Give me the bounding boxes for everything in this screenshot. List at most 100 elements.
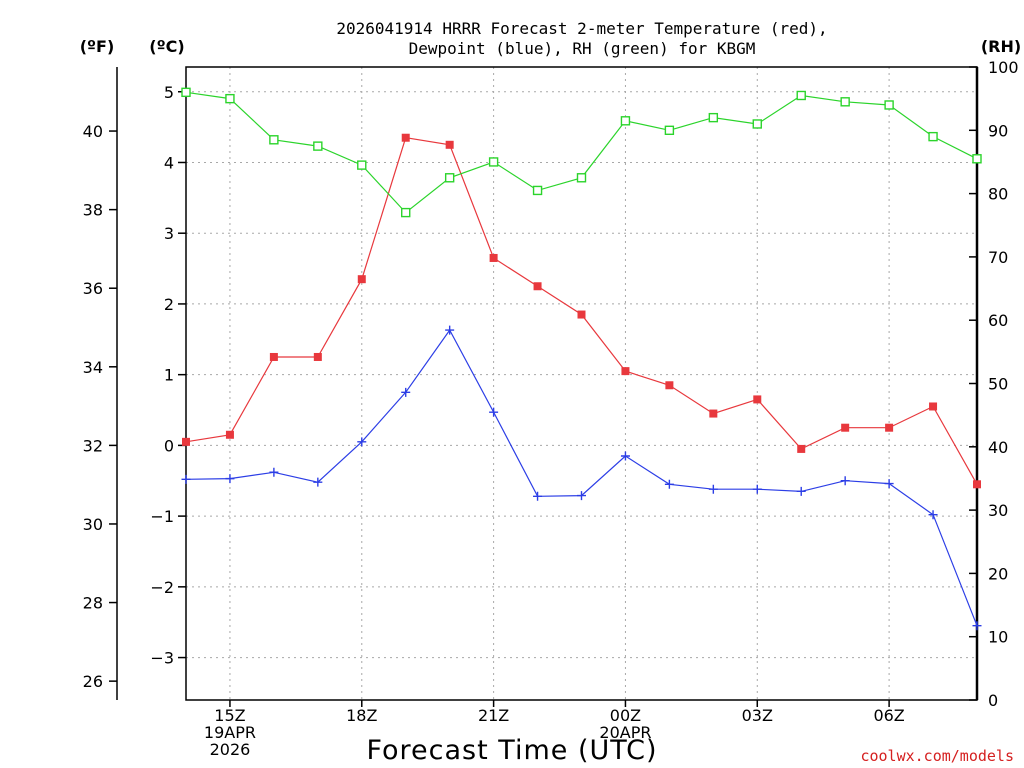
temperature-point — [357, 275, 366, 284]
rh-point — [928, 131, 938, 142]
rh-point — [884, 100, 894, 110]
rh-point — [576, 173, 587, 183]
temperature-point — [313, 352, 322, 361]
dewpoint-point — [445, 325, 455, 335]
rh-tick-label: 50 — [988, 375, 1008, 394]
dewpoint-point — [357, 437, 367, 447]
rh-line — [185, 91, 978, 214]
dewpoint-point — [269, 467, 279, 477]
celsius-tick-label: −1 — [150, 507, 174, 526]
time-tick-label: 21Z — [478, 706, 509, 725]
x-axis-label: Forecast Time (UTC) — [366, 735, 657, 766]
chart-title-line-1: 2026041914 HRRR Forecast 2-meter Tempera… — [336, 19, 827, 38]
fahrenheit-tick-label: 40 — [83, 122, 103, 141]
rh-point — [488, 157, 499, 167]
rh-tick-label: 30 — [988, 501, 1008, 520]
temperature-point — [225, 430, 234, 439]
celsius-tick-label: 5 — [164, 83, 174, 102]
time-tick-label: 2026 — [210, 740, 251, 759]
time-tick-label: 19APR — [204, 723, 256, 742]
dewpoint-point — [840, 476, 850, 486]
fahrenheit-axis: 40 38 36 34 32 30 28 26 — [83, 122, 117, 691]
rh-point — [357, 160, 367, 170]
rh-point — [444, 173, 455, 183]
fahrenheit-tick-label: 34 — [83, 358, 103, 377]
temperature-point — [753, 395, 762, 404]
temperature-point — [182, 437, 190, 446]
dewpoint-point — [489, 407, 499, 417]
dewpoint-point — [533, 491, 543, 501]
rh-point — [620, 116, 631, 126]
credit-text: coolwx.com/models — [860, 747, 1014, 765]
rh-tick-label: 0 — [988, 691, 998, 710]
rh-tick-label: 90 — [988, 121, 1008, 140]
time-tick-label: 03Z — [742, 706, 773, 725]
dewpoint-point — [620, 451, 630, 461]
chart-title-line-2: Dewpoint (blue), RH (green) for KBGM — [409, 39, 756, 58]
rh-tick-label: 80 — [988, 185, 1008, 204]
time-tick-label: 20APR — [599, 723, 651, 742]
series-temperature — [182, 133, 981, 489]
celsius-tick-label: 4 — [164, 153, 174, 172]
rh-point — [840, 97, 850, 107]
celsius-axis: 5 4 3 2 1 0 −1 −2 −3 — [150, 83, 186, 668]
temperature-point — [885, 423, 894, 432]
time-tick-label: 00Z — [610, 706, 641, 725]
celsius-tick-label: 3 — [164, 224, 174, 243]
dewpoint-point — [796, 486, 806, 496]
grid-lines — [186, 67, 977, 700]
rh-point — [401, 207, 411, 218]
fahrenheit-unit-label: (ºF) — [80, 37, 115, 56]
dewpoint-point — [181, 474, 191, 484]
dewpoint-point — [752, 484, 762, 494]
dewpoint-point — [708, 484, 718, 494]
temperature-point — [533, 282, 542, 291]
celsius-tick-label: −2 — [150, 578, 174, 597]
time-tick-label: 18Z — [346, 706, 377, 725]
dewpoint-point — [664, 479, 674, 489]
rh-point — [664, 125, 675, 136]
rh-tick-label: 40 — [988, 438, 1008, 457]
dewpoint-point — [401, 387, 411, 397]
celsius-tick-label: −3 — [150, 649, 174, 668]
celsius-tick-label: 0 — [164, 436, 174, 455]
rh-tick-label: 100 — [988, 58, 1019, 77]
temperature-point — [489, 253, 498, 262]
fahrenheit-tick-label: 28 — [83, 594, 103, 613]
temperature-point — [621, 367, 630, 376]
temperature-point — [401, 133, 410, 142]
dewpoint-point — [972, 621, 982, 631]
dewpoint-point — [225, 474, 235, 484]
rh-point — [313, 141, 323, 151]
celsius-tick-label: 1 — [164, 366, 174, 385]
series-rh — [181, 87, 982, 218]
celsius-unit-label: (ºC) — [149, 37, 184, 56]
fahrenheit-tick-label: 26 — [83, 672, 103, 691]
rh-point — [752, 119, 762, 129]
temperature-point — [269, 352, 278, 361]
rh-tick-label: 70 — [988, 248, 1008, 267]
dewpoint-point — [884, 479, 894, 489]
temperature-point — [577, 310, 586, 319]
rh-point — [269, 135, 279, 145]
temperature-point — [709, 409, 718, 418]
rh-point — [181, 87, 191, 98]
temperature-point — [445, 140, 454, 149]
rh-point — [532, 185, 543, 196]
time-tick-label: 15Z — [214, 706, 245, 725]
fahrenheit-tick-label: 30 — [83, 515, 103, 534]
time-tick-label: 06Z — [873, 706, 904, 725]
rh-point — [972, 154, 982, 164]
fahrenheit-tick-label: 32 — [83, 436, 103, 455]
dewpoint-point — [928, 510, 938, 520]
rh-unit-label: (RH) — [981, 37, 1021, 56]
fahrenheit-tick-label: 38 — [83, 201, 103, 220]
dewpoint-point — [577, 491, 586, 501]
fahrenheit-tick-label: 36 — [83, 279, 103, 298]
series-dewpoint — [181, 325, 982, 631]
temperature-point — [973, 480, 981, 489]
rh-tick-label: 60 — [988, 311, 1008, 330]
